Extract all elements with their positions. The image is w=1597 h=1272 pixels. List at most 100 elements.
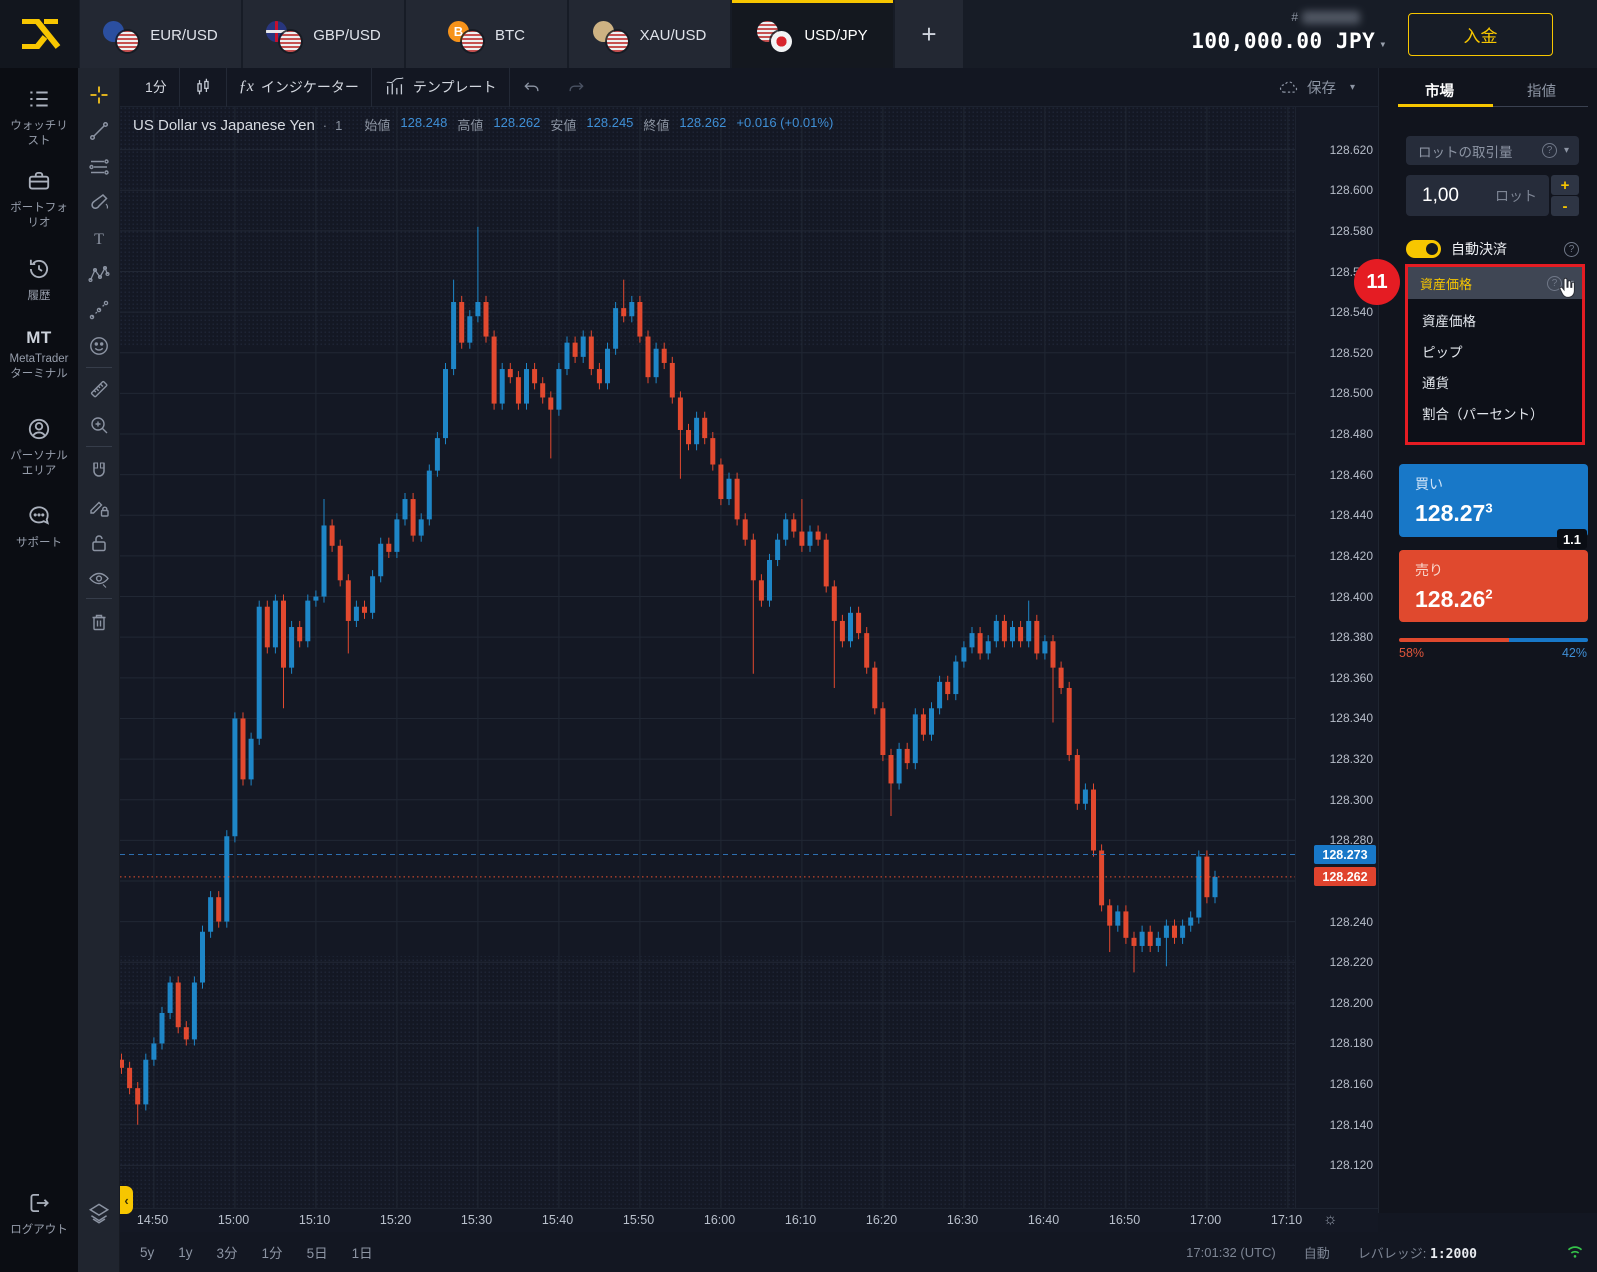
hide-drawings-tool[interactable] xyxy=(86,566,112,592)
lot-decrease-button[interactable]: - xyxy=(1551,196,1579,216)
range-1y-button[interactable]: 1y xyxy=(178,1244,193,1260)
person-icon xyxy=(28,418,50,440)
price-tick-label: 128.320 xyxy=(1329,752,1373,767)
time-tick-label: 16:20 xyxy=(865,1213,898,1227)
candle-body xyxy=(532,369,538,384)
object-tree-tool[interactable] xyxy=(86,1200,112,1226)
annotation-line-tool[interactable] xyxy=(86,297,112,323)
watchlist-collapse-handle[interactable]: ‹ xyxy=(120,1186,133,1214)
range-5d-button[interactable]: 5日 xyxy=(306,1246,328,1261)
sidebar-item-logout[interactable]: ログアウト xyxy=(0,1190,78,1238)
sidebar-item-label: パーソナルエリア xyxy=(10,450,68,477)
pattern-tool[interactable] xyxy=(86,261,112,287)
tab-eurusd[interactable]: EUR/USD xyxy=(80,0,241,68)
auto-timezone-label[interactable]: 自動 xyxy=(1303,1245,1330,1261)
add-symbol-button[interactable]: + xyxy=(895,0,963,68)
chart-plot-area[interactable] xyxy=(119,107,1295,1208)
brush-tool[interactable] xyxy=(86,190,112,216)
candle-body xyxy=(1026,620,1032,642)
redo-button[interactable] xyxy=(554,68,598,107)
sidebar-item-watchlist[interactable]: ウォッチリスト xyxy=(0,86,78,149)
sentiment-buy-label: 58% xyxy=(1399,646,1425,660)
sidebar-item-portfolio[interactable]: ポートフォリオ xyxy=(0,168,78,231)
candle-body xyxy=(394,519,400,552)
tp-option-currency[interactable]: 通貨 xyxy=(1422,375,1449,391)
inactive-tab-line xyxy=(1493,106,1588,107)
sidebar-item-metatrader[interactable]: MT MetaTrader ターミナル xyxy=(0,329,78,382)
horizontal-lines-tool[interactable] xyxy=(86,154,112,180)
remove-drawings-tool[interactable] xyxy=(86,609,112,635)
magnet-tool[interactable] xyxy=(86,458,112,484)
range-1m-button[interactable]: 1分 xyxy=(261,1246,283,1261)
candle-body xyxy=(783,519,789,540)
session-settings-icon[interactable]: ☼ xyxy=(1323,1211,1338,1228)
exness-logo[interactable] xyxy=(0,0,79,68)
sidebar-item-personal-area[interactable]: パーソナルエリア xyxy=(0,416,78,479)
range-3m-button[interactable]: 3分 xyxy=(216,1246,238,1261)
sidebar-item-history[interactable]: 履歴 xyxy=(0,256,78,304)
emoji-tool[interactable] xyxy=(86,333,112,359)
tab-gbpusd[interactable]: GBP/USD xyxy=(243,0,404,68)
chevron-down-icon: ▾ xyxy=(1379,37,1387,51)
help-icon[interactable]: ? xyxy=(1564,241,1579,257)
tab-btc[interactable]: B BTC xyxy=(406,0,567,68)
save-layout-button[interactable]: 保存 ▾ xyxy=(1278,68,1355,107)
text-tool[interactable]: T xyxy=(86,226,112,252)
leverage-value: 1:2000 xyxy=(1430,1246,1477,1262)
lot-increase-button[interactable]: + xyxy=(1551,175,1579,195)
sidebar-item-support[interactable]: サポート xyxy=(0,503,78,551)
zoom-tool[interactable] xyxy=(86,412,112,438)
candle-body xyxy=(281,600,286,668)
timeframe-button[interactable]: 1分 xyxy=(133,68,179,107)
candle-body xyxy=(224,836,230,922)
price-axis[interactable]: 128.273 128.262 128.620 128.600 128.580 128… xyxy=(1295,107,1378,1208)
tp-option-pips[interactable]: ピップ xyxy=(1422,344,1463,360)
candle-body xyxy=(977,633,983,654)
tab-limit[interactable]: 指値 xyxy=(1527,84,1556,100)
xabcd-pattern-icon xyxy=(88,265,110,283)
lock-all-tool[interactable] xyxy=(86,530,112,556)
draw-lock-tool[interactable] xyxy=(86,494,112,520)
price-tick-label: 128.220 xyxy=(1329,955,1373,970)
tab-xauusd[interactable]: XAU/USD xyxy=(569,0,730,68)
candle-body xyxy=(888,755,894,784)
tp-option-asset-price[interactable]: 資産価格 xyxy=(1422,313,1476,329)
time-tick-label: 16:10 xyxy=(784,1213,817,1227)
sell-button[interactable]: 売り 128.262 xyxy=(1399,550,1588,622)
autoclose-toggle[interactable] xyxy=(1406,240,1441,258)
deposit-button[interactable]: 入金 xyxy=(1408,13,1553,56)
tp-option-percent[interactable]: 割合（パーセント） xyxy=(1422,406,1544,422)
lot-size-input[interactable]: 1,00 ロット xyxy=(1406,175,1549,216)
trash-icon xyxy=(92,614,106,631)
account-balance[interactable]: 100,000.00 JPY ▾ xyxy=(1191,29,1387,53)
candlestick-icon xyxy=(197,78,209,95)
candle-body xyxy=(248,738,254,780)
undo-button[interactable] xyxy=(510,68,554,107)
tp-type-select[interactable]: 資産価格 ? ▾ xyxy=(1408,267,1582,299)
indicators-button[interactable]: ƒx インジケーター xyxy=(227,68,371,107)
price-tick-label: 128.340 xyxy=(1329,711,1373,726)
candle-body xyxy=(629,302,635,317)
time-axis[interactable]: ☼ 14:50 15:00 15:10 15:20 15:30 15:40 15:50 16:… xyxy=(120,1208,1378,1232)
measure-tool[interactable] xyxy=(86,376,112,402)
crosshair-tool-active[interactable] xyxy=(86,82,112,108)
buy-button[interactable]: 買い 128.273 xyxy=(1399,464,1588,537)
lock-icon xyxy=(92,535,106,552)
lot-unit-label: ロット xyxy=(1495,187,1537,204)
candle-body xyxy=(1123,911,1129,938)
tab-market[interactable]: 市場 xyxy=(1425,84,1454,100)
clock-utc[interactable]: 17:01:32 (UTC) xyxy=(1186,1244,1276,1260)
help-icon[interactable]: ? xyxy=(1546,275,1562,291)
candle-body xyxy=(483,302,489,337)
range-5y-button[interactable]: 5y xyxy=(140,1244,155,1260)
templates-button[interactable]: テンプレート xyxy=(372,68,509,107)
trend-line-tool[interactable] xyxy=(86,118,112,144)
lot-mode-select[interactable]: ロットの取引量 ? ▾ xyxy=(1406,136,1579,165)
chart-style-button[interactable] xyxy=(180,68,226,107)
price-tick-label: 128.520 xyxy=(1329,345,1373,360)
help-icon[interactable]: ? xyxy=(1541,143,1557,158)
tab-usdjpy-active[interactable]: USD/JPY xyxy=(732,0,893,68)
range-1d-button[interactable]: 1日 xyxy=(351,1246,373,1261)
autoclose-label: 自動決済 xyxy=(1451,241,1507,257)
candle-body xyxy=(1034,620,1040,654)
